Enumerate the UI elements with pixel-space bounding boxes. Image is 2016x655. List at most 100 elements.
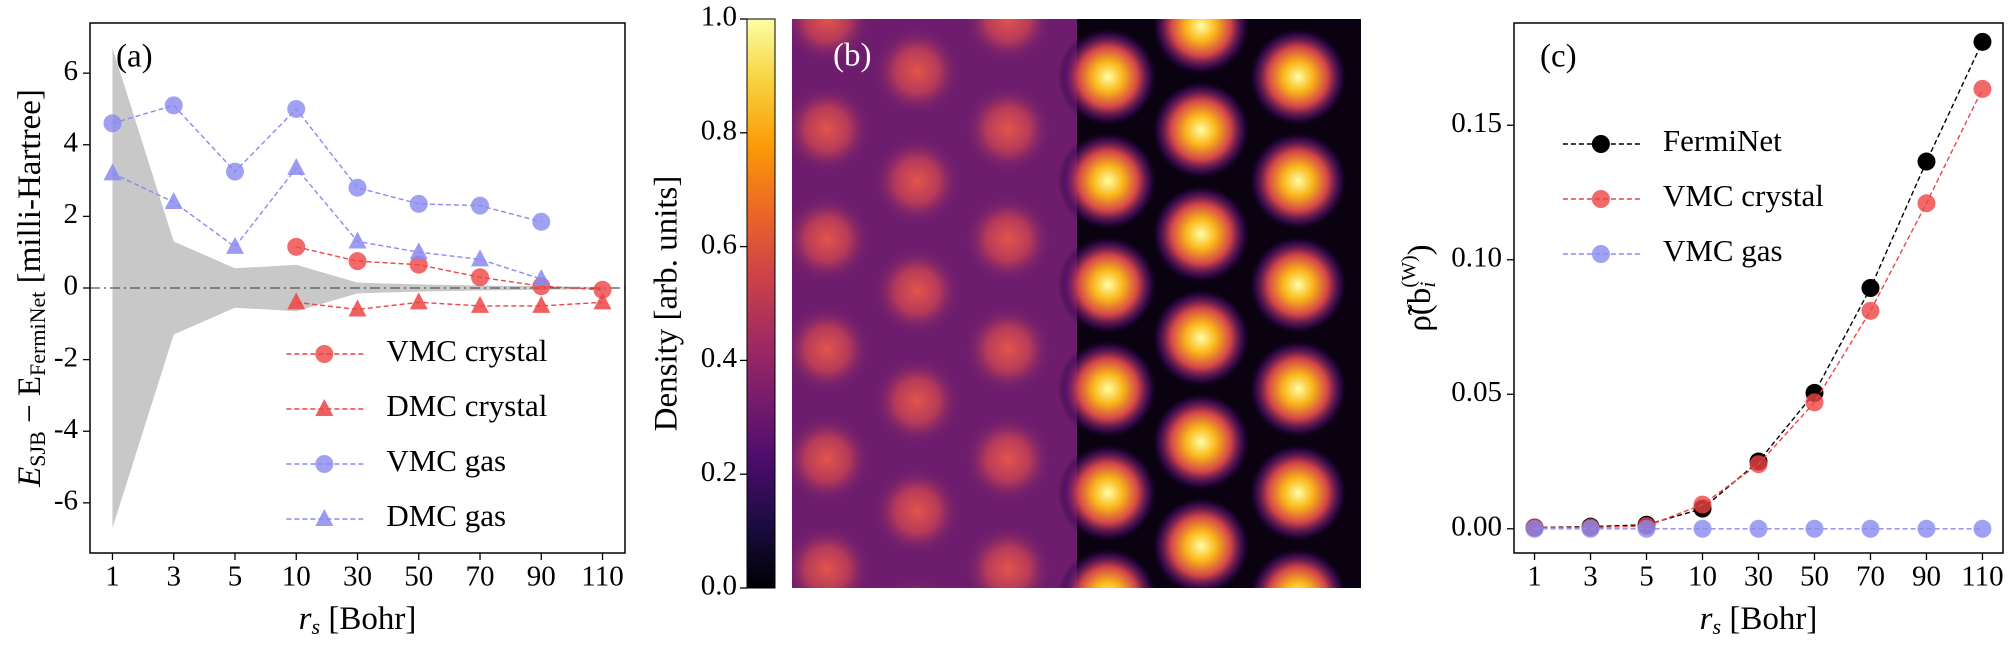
legend-marker [315, 455, 334, 473]
legend-marker [315, 509, 334, 526]
marker [1749, 455, 1768, 474]
marker [348, 252, 367, 271]
label-part: s [312, 614, 321, 639]
label-part: [Bohr] [320, 601, 416, 637]
marker [1861, 301, 1880, 320]
density-blob [1248, 27, 1348, 127]
density-blob [1248, 547, 1348, 588]
x-tick-label: 10 [282, 561, 311, 593]
density-blob [873, 137, 961, 225]
marker [593, 292, 612, 310]
density-blob [964, 19, 1052, 63]
density-blob [873, 27, 961, 115]
x-tick-label: 10 [1688, 561, 1717, 593]
y-tick-label: 0.00 [1451, 510, 1502, 542]
legend-marker [315, 399, 334, 416]
series-line [296, 246, 603, 291]
label-part: (W) [1398, 255, 1420, 287]
marker [532, 269, 551, 287]
marker [471, 295, 490, 313]
y-tick-label: 4 [64, 126, 79, 158]
density-blob [792, 525, 871, 588]
marker [1693, 495, 1712, 514]
x-tick-label: 90 [1912, 561, 1941, 593]
density-blob [1151, 80, 1251, 180]
density-blob [1058, 131, 1158, 231]
marker [409, 255, 428, 274]
marker [287, 158, 306, 176]
marker [1973, 519, 1992, 538]
x-tick-label: 3 [1583, 561, 1598, 593]
label-part: i [1415, 282, 1440, 288]
x-tick-label: 1 [1527, 561, 1542, 593]
x-tick-label: 3 [166, 561, 181, 593]
legend-label: FermiNet [1663, 123, 1782, 158]
marker [1525, 519, 1544, 538]
legend-marker [1591, 245, 1610, 263]
legend-label: VMC crystal [386, 333, 547, 368]
x-tick-label: 50 [404, 561, 433, 593]
density-blob [964, 525, 1052, 588]
panel-label: (b) [833, 38, 871, 74]
density-blob [1248, 443, 1348, 543]
density-blob [1151, 288, 1251, 388]
marker [1749, 519, 1768, 538]
marker [1581, 519, 1600, 538]
x-tick-label: 50 [1800, 561, 1829, 593]
y-tick-label: 0.15 [1451, 107, 1502, 139]
series-line [112, 104, 542, 223]
x-tick-label: 5 [228, 561, 243, 593]
density-blob [873, 247, 961, 335]
series-line [112, 166, 542, 280]
legend-marker [1591, 190, 1610, 208]
density-blob [1151, 496, 1251, 588]
marker [287, 292, 306, 310]
marker [103, 114, 122, 133]
density-blob [1248, 235, 1348, 335]
colorbar-tick-label: 0.2 [701, 456, 737, 488]
y-tick-label: 0.05 [1451, 376, 1502, 408]
marker [348, 231, 367, 249]
x-tick-label: 30 [343, 561, 372, 593]
legend-marker [1591, 135, 1610, 153]
legend-label: DMC crystal [386, 388, 547, 423]
marker [409, 242, 428, 260]
axis-label: rs [Bohr] [299, 601, 417, 639]
marker [1861, 279, 1880, 297]
marker [1973, 79, 1992, 98]
marker [164, 96, 183, 115]
density-blob [1058, 443, 1158, 543]
marker [225, 236, 244, 254]
label-part: [milli-Hartree] [12, 89, 48, 291]
density-blob [873, 357, 961, 445]
x-tick-label: 30 [1744, 561, 1773, 593]
marker [1693, 519, 1712, 538]
density-blob [873, 467, 961, 555]
density-image [792, 19, 1361, 588]
density-blob [964, 305, 1052, 393]
legend-label: VMC crystal [1663, 178, 1824, 213]
density-blob [792, 85, 871, 173]
label-part: r [299, 601, 312, 637]
marker [1637, 519, 1656, 538]
marker [287, 237, 306, 256]
label-part: − E [12, 376, 48, 431]
density-blob [1058, 547, 1158, 588]
x-tick-label: 1 [105, 561, 120, 593]
axis-label: ρ̃(bi(W)) [1398, 244, 1440, 331]
panel-label: (c) [1540, 39, 1577, 75]
legend-label: VMC gas [1663, 233, 1783, 268]
colorbar-tick-label: 1.0 [701, 1, 737, 33]
density-blob [1151, 19, 1251, 76]
x-tick-label: 110 [1961, 561, 2003, 593]
density-blob [887, 577, 947, 588]
axes-frame [1513, 22, 2004, 554]
density-blob [1248, 131, 1348, 231]
marker [409, 194, 428, 213]
y-tick-label: -6 [54, 485, 78, 517]
marker [348, 178, 367, 197]
density-blob [1058, 27, 1158, 127]
colorbar [746, 18, 776, 589]
colorbar-tick-label: 0.4 [701, 342, 738, 374]
label-part: r [1700, 601, 1713, 637]
